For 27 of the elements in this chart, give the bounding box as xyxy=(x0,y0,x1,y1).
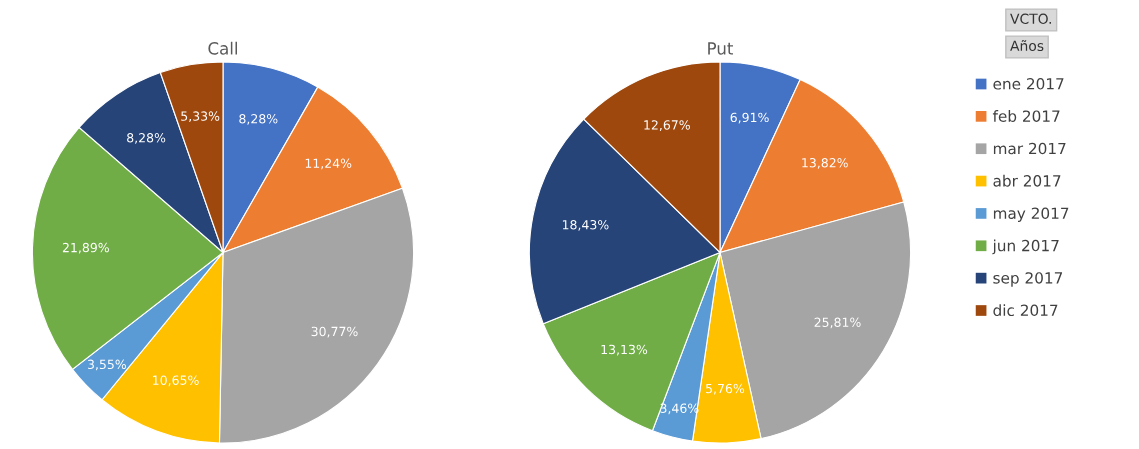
data-label: 6,91% xyxy=(730,112,769,124)
data-label: 13,13% xyxy=(601,344,648,356)
chart-title: Call xyxy=(208,41,237,55)
data-label: 12,67% xyxy=(644,120,690,131)
legend-label: jun 2017 xyxy=(992,239,1059,255)
data-label: 3,55% xyxy=(87,359,127,371)
legend-label: ene 2017 xyxy=(993,78,1064,90)
data-label: 25,81% xyxy=(814,317,861,329)
data-label: 5,33% xyxy=(181,111,220,123)
data-label: 21,89% xyxy=(62,242,109,254)
text: VCTO. xyxy=(1010,13,1051,25)
legend-label: abr 2017 xyxy=(993,174,1061,187)
data-label: 13,82% xyxy=(802,158,848,169)
legend-label: dic 2017 xyxy=(993,304,1058,317)
chart-title: Put xyxy=(708,42,734,55)
data-label: 10,65% xyxy=(153,375,199,387)
data-label: 11,24% xyxy=(305,158,352,170)
data-label: 8,28% xyxy=(127,133,166,144)
legend-label: feb 2017 xyxy=(992,110,1060,122)
legend-label: mar 2017 xyxy=(993,142,1066,155)
data-label: 18,43% xyxy=(562,220,609,231)
legend-label: may 2017 xyxy=(993,207,1069,222)
data-label: 5,76% xyxy=(706,383,745,395)
legend-label: sep 2017 xyxy=(993,272,1063,287)
data-label: 30,77% xyxy=(311,326,358,338)
data-label: 8,28% xyxy=(239,114,278,125)
text: Años xyxy=(1010,40,1044,52)
